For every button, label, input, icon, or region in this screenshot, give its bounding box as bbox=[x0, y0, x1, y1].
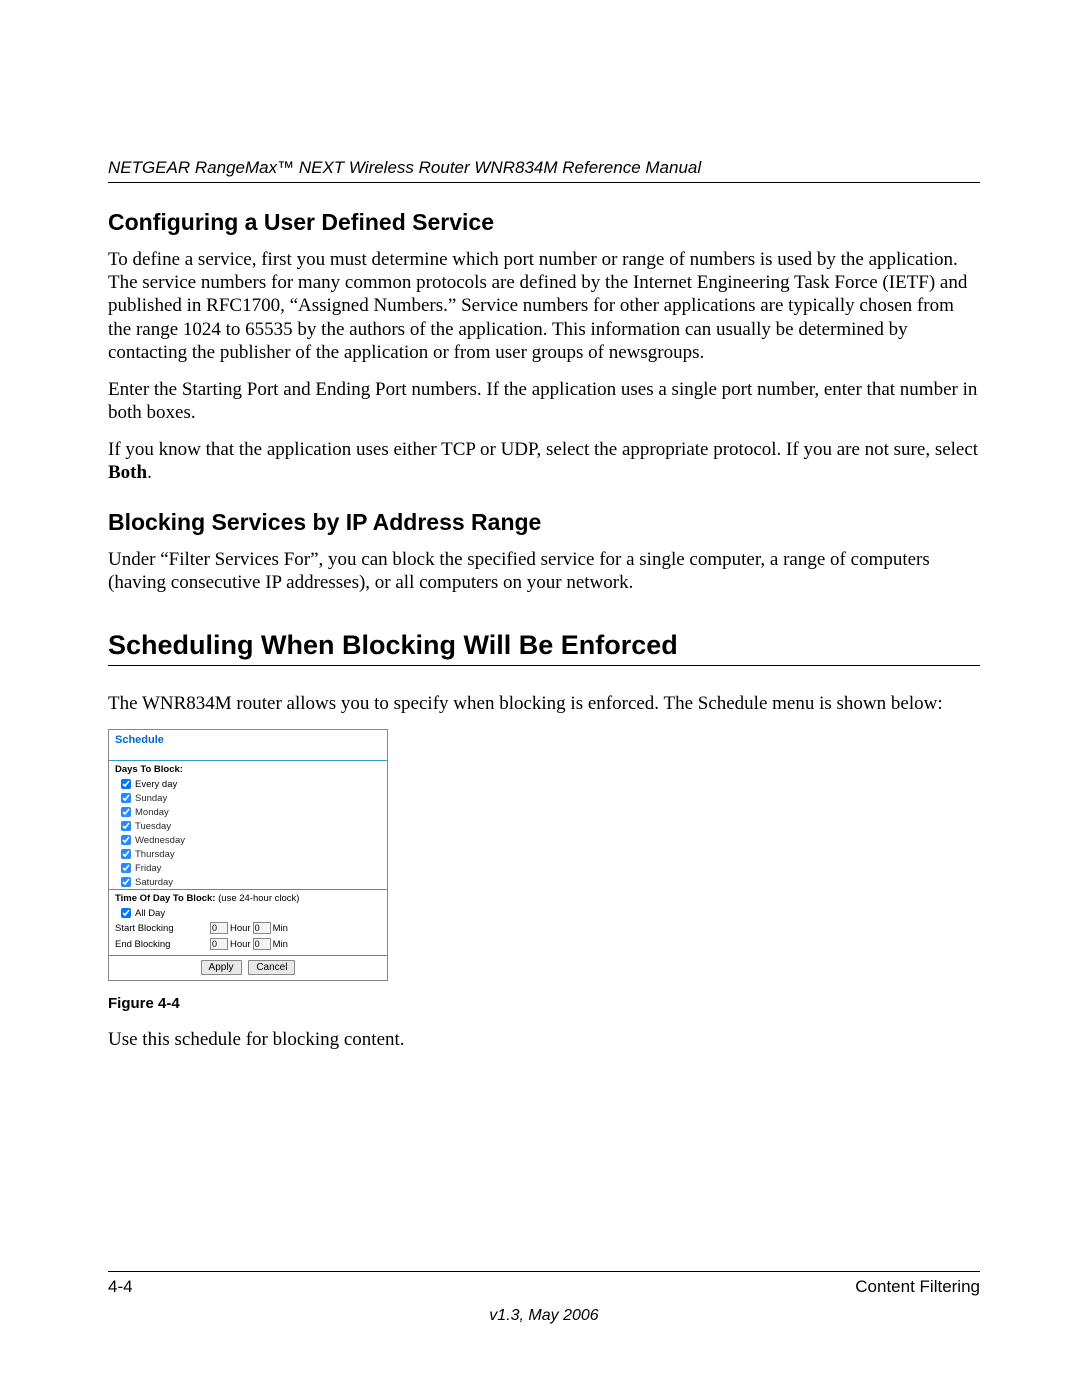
checkbox-saturday[interactable] bbox=[121, 877, 131, 887]
end-min-input[interactable] bbox=[253, 938, 271, 950]
all-day-label: All Day bbox=[135, 908, 165, 919]
paragraph: Under “Filter Services For”, you can blo… bbox=[108, 548, 980, 594]
schedule-panel: Schedule Days To Block: Every day Sunday… bbox=[108, 729, 388, 981]
day-label: Friday bbox=[135, 863, 161, 874]
day-row-friday: Friday bbox=[109, 861, 387, 875]
footer-rule bbox=[108, 1271, 980, 1272]
cancel-button[interactable]: Cancel bbox=[248, 960, 295, 975]
button-row: Apply Cancel bbox=[109, 955, 387, 980]
paragraph: Enter the Starting Port and Ending Port … bbox=[108, 378, 980, 424]
figure-caption: Figure 4-4 bbox=[108, 995, 980, 1012]
heading-blocking-ip-range: Blocking Services by IP Address Range bbox=[108, 509, 980, 536]
day-row-thursday: Thursday bbox=[109, 847, 387, 861]
start-hour-input[interactable] bbox=[210, 922, 228, 934]
day-row-everyday: Every day bbox=[109, 777, 387, 791]
checkbox-wednesday[interactable] bbox=[121, 835, 131, 845]
schedule-title: Schedule bbox=[109, 730, 387, 760]
text-bold-both: Both bbox=[108, 462, 147, 483]
paragraph: To define a service, first you must dete… bbox=[108, 248, 980, 364]
all-day-row: All Day bbox=[109, 906, 387, 920]
apply-button[interactable]: Apply bbox=[201, 960, 242, 975]
days-to-block-header: Days To Block: bbox=[109, 760, 387, 777]
day-label: Thursday bbox=[135, 849, 175, 860]
doc-header: NETGEAR RangeMax™ NEXT Wireless Router W… bbox=[108, 158, 980, 178]
min-label: Min bbox=[273, 923, 288, 934]
checkbox-sunday[interactable] bbox=[121, 793, 131, 803]
end-blocking-row: End Blocking Hour Min bbox=[109, 936, 387, 955]
start-min-input[interactable] bbox=[253, 922, 271, 934]
checkbox-friday[interactable] bbox=[121, 863, 131, 873]
heading-rule bbox=[108, 665, 980, 666]
end-blocking-label: End Blocking bbox=[115, 939, 210, 950]
day-label: Wednesday bbox=[135, 835, 185, 846]
end-hour-input[interactable] bbox=[210, 938, 228, 950]
day-label: Every day bbox=[135, 779, 177, 790]
page-footer: 4-4 Content Filtering v1.3, May 2006 bbox=[108, 1271, 980, 1325]
day-label: Monday bbox=[135, 807, 169, 818]
day-row-sunday: Sunday bbox=[109, 791, 387, 805]
checkbox-thursday[interactable] bbox=[121, 849, 131, 859]
version-date: v1.3, May 2006 bbox=[108, 1307, 980, 1325]
day-row-wednesday: Wednesday bbox=[109, 833, 387, 847]
paragraph: The WNR834M router allows you to specify… bbox=[108, 692, 980, 715]
day-row-tuesday: Tuesday bbox=[109, 819, 387, 833]
day-label: Sunday bbox=[135, 793, 167, 804]
hour-label: Hour bbox=[230, 939, 251, 950]
text-run: . bbox=[147, 462, 152, 483]
day-row-saturday: Saturday bbox=[109, 875, 387, 889]
hour-label: Hour bbox=[230, 923, 251, 934]
checkbox-tuesday[interactable] bbox=[121, 821, 131, 831]
header-rule bbox=[108, 182, 980, 183]
day-label: Saturday bbox=[135, 877, 173, 888]
paragraph: Use this schedule for blocking content. bbox=[108, 1028, 980, 1051]
paragraph: If you know that the application uses ei… bbox=[108, 438, 980, 484]
chapter-name: Content Filtering bbox=[855, 1277, 980, 1297]
heading-scheduling: Scheduling When Blocking Will Be Enforce… bbox=[108, 630, 980, 661]
checkbox-all-day[interactable] bbox=[121, 908, 131, 918]
start-blocking-row: Start Blocking Hour Min bbox=[109, 920, 387, 936]
time-header-bold: Time Of Day To Block: bbox=[115, 893, 215, 904]
checkbox-everyday[interactable] bbox=[121, 779, 131, 789]
start-blocking-label: Start Blocking bbox=[115, 923, 210, 934]
heading-user-defined-service: Configuring a User Defined Service bbox=[108, 209, 980, 236]
checkbox-monday[interactable] bbox=[121, 807, 131, 817]
time-of-day-header: Time Of Day To Block: (use 24-hour clock… bbox=[109, 889, 387, 906]
page-number: 4-4 bbox=[108, 1277, 133, 1297]
text-run: If you know that the application uses ei… bbox=[108, 439, 978, 460]
time-header-note: (use 24-hour clock) bbox=[215, 893, 299, 904]
min-label: Min bbox=[273, 939, 288, 950]
day-row-monday: Monday bbox=[109, 805, 387, 819]
day-label: Tuesday bbox=[135, 821, 171, 832]
